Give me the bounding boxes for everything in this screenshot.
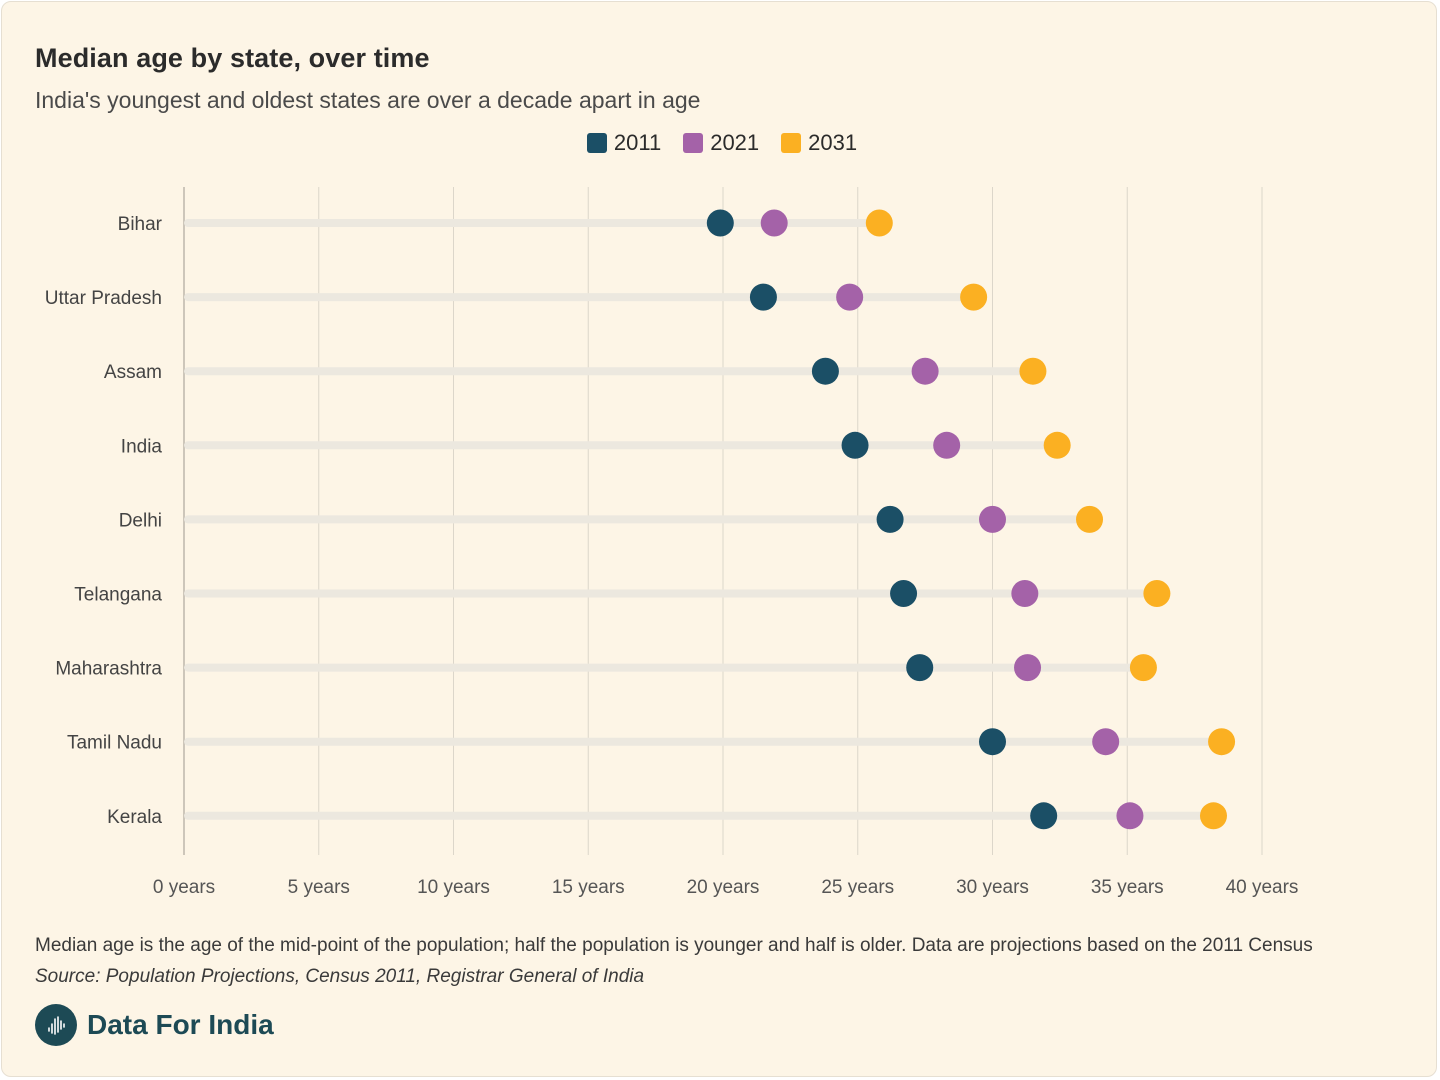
data-point-2021	[1011, 580, 1039, 607]
data-point-2031	[960, 283, 988, 311]
legend-label-2031: 2031	[808, 130, 858, 155]
x-tick-label: 40 years	[1226, 877, 1299, 898]
brand-name: Data For India	[87, 1009, 274, 1040]
legend-item-2031[interactable]: 2031	[781, 130, 857, 156]
data-point-2011	[876, 505, 904, 533]
category-label: Maharashtra	[55, 659, 162, 680]
data-point-2031	[1199, 802, 1227, 830]
legend-label-2021: 2021	[710, 130, 760, 155]
footnote: Median age is the age of the mid-point o…	[35, 935, 1313, 956]
data-point-2021	[1014, 654, 1042, 682]
category-label: Telangana	[74, 585, 162, 606]
data-point-2031	[1019, 357, 1047, 385]
category-label: Uttar Pradesh	[45, 288, 162, 309]
legend-item-2011[interactable]: 2011	[586, 130, 662, 156]
data-point-2031	[1076, 505, 1104, 533]
x-tick-label: 5 years	[288, 877, 350, 898]
category-label: Delhi	[119, 510, 162, 531]
data-point-2021	[1116, 802, 1144, 830]
x-tick-label: 25 years	[821, 877, 894, 898]
x-tick-label: 0 years	[153, 877, 215, 898]
data-point-2031	[1043, 431, 1071, 459]
legend-item-2021[interactable]: 2021	[683, 130, 759, 156]
data-point-2011	[841, 431, 869, 459]
legend-swatch-2031	[781, 133, 802, 153]
x-tick-label: 35 years	[1091, 877, 1164, 898]
chart-subtitle: India's youngest and oldest states are o…	[35, 87, 701, 113]
x-tick-label: 15 years	[552, 877, 625, 898]
data-point-2011	[811, 357, 839, 385]
data-point-2031	[1208, 728, 1236, 756]
data-point-2011	[1030, 802, 1058, 830]
legend-swatch-2021	[683, 133, 704, 153]
data-point-2021	[760, 209, 788, 237]
category-label: Tamil Nadu	[67, 733, 162, 754]
legend-swatch-2011	[586, 133, 607, 153]
chart-title: Median age by state, over time	[35, 43, 430, 73]
x-tick-label: 30 years	[956, 877, 1029, 898]
data-point-2011	[706, 209, 734, 237]
data-point-2021	[1092, 728, 1120, 756]
category-label: Kerala	[107, 807, 162, 828]
brand[interactable]: Data For India	[35, 1004, 274, 1046]
data-point-2011	[979, 728, 1006, 756]
legend: 2011 2021 2031	[2, 130, 1440, 156]
data-point-2021	[979, 505, 1006, 533]
data-point-2031	[1129, 654, 1157, 682]
source-note: Source: Population Projections, Census 2…	[35, 966, 645, 987]
category-label: Assam	[104, 362, 162, 383]
data-point-2031	[865, 209, 893, 237]
data-point-2021	[933, 431, 961, 459]
data-point-2031	[1143, 580, 1171, 607]
legend-label-2011: 2011	[613, 130, 662, 155]
data-point-2011	[906, 654, 934, 682]
dot-plot-chart: 0 years 5 years 10 years 15 years 20 years 25…	[45, 187, 1299, 898]
x-tick-label: 20 years	[687, 877, 760, 898]
category-label: Bihar	[118, 214, 163, 235]
data-point-2021	[836, 283, 864, 311]
data-point-2011	[749, 283, 777, 311]
brand-logo-icon	[35, 1004, 77, 1046]
x-tick-label: 10 years	[417, 877, 490, 898]
data-point-2011	[890, 580, 918, 607]
data-point-2021	[911, 357, 939, 385]
category-label: India	[121, 436, 163, 457]
